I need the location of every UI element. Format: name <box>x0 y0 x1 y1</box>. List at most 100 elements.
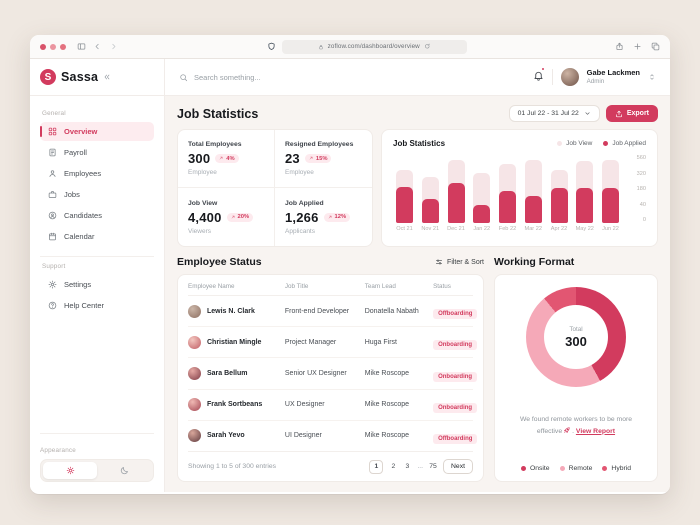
sidebar-item-label: Overview <box>64 127 98 136</box>
search-input[interactable] <box>194 72 414 82</box>
settings-icon <box>48 280 57 289</box>
sidebar-section-label: General <box>42 110 66 117</box>
export-label: Export <box>626 110 649 117</box>
pagination-ellipsis: ... <box>417 463 424 470</box>
bar-group-jan-22 <box>473 155 491 223</box>
search-bar[interactable] <box>165 59 533 95</box>
trend-up-icon <box>231 215 236 220</box>
y-axis-labels: 560 320 180 40 0 <box>628 155 646 223</box>
browser-chrome: zoflow.com/dashboard/overview <box>30 35 670 59</box>
employee-name: Sara Bellum <box>207 370 248 377</box>
job-applied-bar <box>473 205 491 223</box>
page-button-75[interactable]: 75 <box>429 463 437 470</box>
next-page-button[interactable]: Next <box>443 459 473 474</box>
table-footer: Showing 1 to 5 of 300 entries 1 2 3... 75 Ne… <box>188 452 473 474</box>
user-avatar[interactable] <box>560 68 579 86</box>
bar-group-jun-22 <box>602 155 619 223</box>
sidebar: General Overview Payroll Employees Jobs Candi… <box>30 96 165 492</box>
page-header: Job Statistics 01 Jul 22 - 31 Jul 22 Exp… <box>177 105 658 122</box>
export-button[interactable]: Export <box>605 105 658 122</box>
trend-up-icon <box>309 156 314 161</box>
new-tab-icon[interactable] <box>633 42 642 51</box>
notifications-button[interactable] <box>533 67 545 86</box>
job-applied-bar <box>576 187 594 223</box>
reload-icon[interactable] <box>424 43 431 50</box>
bar-chart: Oct 21 Nov 21 Dec 21 Jan 22 Feb 22 Mar 22 Apr … <box>393 155 646 240</box>
appearance-block: Appearance <box>40 433 154 482</box>
stat-value: 1,266 <box>285 209 319 225</box>
sidebar-item-calendar[interactable]: Calendar <box>40 227 154 246</box>
x-axis-tick: May 22 <box>575 226 594 232</box>
employee-table-card: Employee Name Job Title Team Lead Status Le… <box>177 274 484 482</box>
url-text: zoflow.com/dashboard/overview <box>327 43 420 50</box>
status-badge: Onboarding <box>433 371 478 382</box>
stat-sublabel: Applicants <box>285 227 315 235</box>
working-format-card: Total 300 We found remote workers to be … <box>494 274 658 482</box>
bar-group-mar-22 <box>524 155 542 223</box>
help-icon <box>48 301 57 310</box>
sidebar-item-label: Settings <box>64 280 92 289</box>
stat-card-job-view: Job View 4,400 20% Viewers <box>178 188 275 246</box>
sidebar-item-candidates[interactable]: Candidates <box>40 206 154 225</box>
sidebar-item-settings[interactable]: Settings <box>40 275 154 294</box>
page-title: Job Statistics <box>177 106 259 121</box>
dark-mode-button[interactable] <box>97 462 151 479</box>
donut-legend-item-hybrid: Hybrid <box>602 465 631 472</box>
page-button-2[interactable]: 2 <box>391 463 396 470</box>
sidebar-section: General Overview Payroll Employees Jobs Candi… <box>40 104 154 248</box>
sidebar-toggle-icon[interactable] <box>77 42 86 51</box>
filter-sort-button[interactable]: Filter & Sort <box>435 258 484 266</box>
forward-icon[interactable] <box>109 42 118 51</box>
page-button-1[interactable]: 1 <box>369 459 384 474</box>
x-axis-tick: Feb 22 <box>498 226 517 232</box>
x-axis-tick: Oct 21 <box>396 226 413 232</box>
status-badge: Onboarding <box>433 340 478 351</box>
main-content: Job Statistics 01 Jul 22 - 31 Jul 22 Exp… <box>165 96 670 492</box>
sidebar-item-help-center[interactable]: Help Center <box>40 296 154 315</box>
light-mode-button[interactable] <box>43 462 97 479</box>
collapse-sidebar-icon[interactable] <box>103 73 111 81</box>
page-button-3[interactable]: 3 <box>405 463 410 470</box>
header-right: Gabe Lackmen Admin <box>533 59 670 95</box>
table-row[interactable]: Frank Sortbeans UX Designer Mike Roscope On… <box>188 390 478 421</box>
table-row[interactable]: Christian Mingle Project Manager Huga Firs… <box>188 327 478 359</box>
minimize-window-button[interactable] <box>50 43 56 50</box>
stat-card-total-employees: Total Employees 300 4% Employee <box>178 130 275 188</box>
employee-name: Sarah Yevo <box>207 432 245 440</box>
calendar-icon <box>48 232 57 241</box>
address-bar[interactable]: zoflow.com/dashboard/overview <box>281 39 467 54</box>
sidebar-item-jobs[interactable]: Jobs <box>40 185 154 204</box>
zoom-window-button[interactable] <box>60 43 66 50</box>
legend-dot <box>520 466 526 471</box>
date-range-picker[interactable]: 01 Jul 22 - 31 Jul 22 <box>508 105 600 122</box>
sidebar-item-label: Candidates <box>64 211 102 220</box>
chevron-up-down-icon[interactable] <box>648 73 656 81</box>
table-row[interactable]: Sarah Yevo UI Designer Mike Roscope Offboar… <box>188 421 478 453</box>
employee-name: Christian Mingle <box>207 338 262 346</box>
window-controls <box>40 43 66 50</box>
employee-avatar <box>188 335 201 349</box>
working-format-title: Working Format <box>494 256 575 268</box>
back-icon[interactable] <box>93 42 102 51</box>
sidebar-item-payroll[interactable]: Payroll <box>40 143 154 162</box>
employee-job-title: UX Designer <box>284 401 325 409</box>
user-role: Admin <box>586 77 605 85</box>
appearance-label: Appearance <box>40 447 76 454</box>
view-report-link[interactable]: View Report <box>575 427 616 435</box>
employee-team-lead: Mike Roscope <box>364 432 410 440</box>
stat-delta-badge: 12% <box>323 212 351 222</box>
close-window-button[interactable] <box>40 43 46 50</box>
table-showing-text: Showing 1 to 5 of 300 entries <box>188 463 277 470</box>
sun-icon <box>66 466 75 475</box>
column-header-employee-name: Employee Name <box>188 283 235 290</box>
employee-job-title: UI Designer <box>284 432 322 440</box>
sidebar-item-overview[interactable]: Overview <box>40 122 154 141</box>
table-row[interactable]: Sara Bellum Senior UX Designer Mike Roscop… <box>188 358 478 390</box>
tab-overview-icon[interactable] <box>651 42 660 51</box>
job-applied-bar <box>524 195 542 223</box>
share-icon[interactable] <box>615 42 624 51</box>
sidebar-section-label: Support <box>42 263 66 270</box>
table-row[interactable]: Lewis N. Clark Front-end Developer Donatel… <box>188 296 478 328</box>
legend-dot <box>602 466 608 471</box>
sidebar-item-employees[interactable]: Employees <box>40 164 154 183</box>
